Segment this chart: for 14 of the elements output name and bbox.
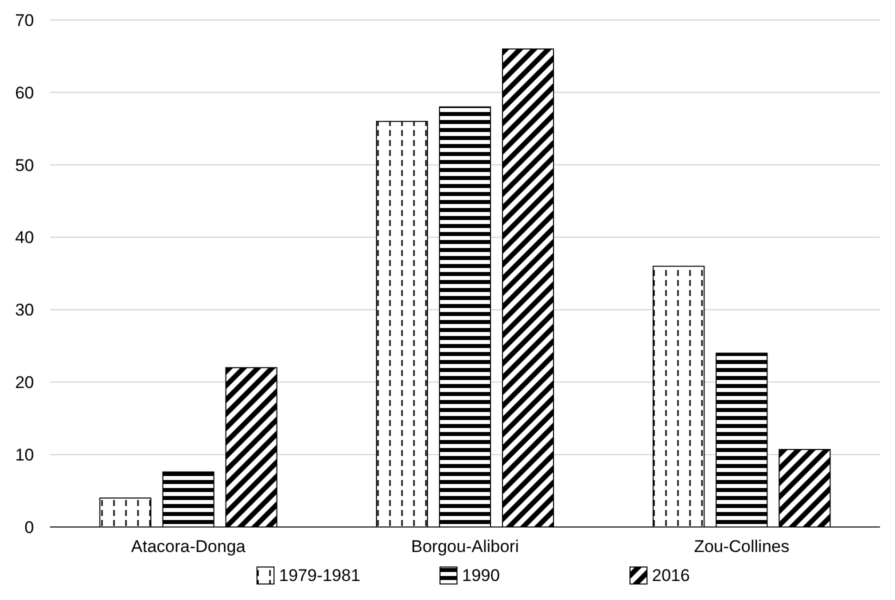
x-tick-label: Borgou-Alibori (411, 537, 519, 556)
y-tick-label: 10 (15, 446, 34, 465)
y-tick-label: 70 (15, 10, 34, 30)
y-tick-label: 0 (24, 518, 34, 537)
y-tick-label: 30 (15, 300, 34, 320)
legend-label: 1990 (462, 566, 500, 585)
x-tick-label: Zou-Collines (694, 537, 790, 556)
x-tick-label: Atacora-Donga (131, 537, 246, 556)
y-tick-label: 60 (15, 83, 34, 102)
y-tick-label: 50 (15, 156, 34, 175)
y-tick-label: 40 (15, 228, 34, 248)
y-tick-label: 20 (15, 373, 34, 392)
legend-label: 1979-1981 (279, 566, 360, 585)
legend-label: 2016 (652, 566, 690, 585)
